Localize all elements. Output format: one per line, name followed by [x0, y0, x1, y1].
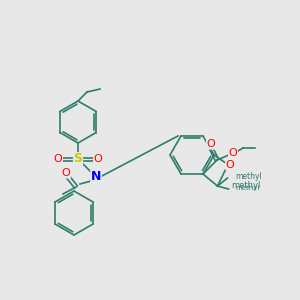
Text: O: O — [94, 154, 102, 164]
Text: O: O — [226, 160, 234, 170]
Text: O: O — [54, 154, 62, 164]
Text: methyl: methyl — [236, 185, 260, 191]
Text: N: N — [91, 170, 101, 184]
Text: S: S — [74, 152, 82, 166]
Text: O: O — [207, 139, 215, 149]
Text: O: O — [229, 148, 237, 158]
Text: O: O — [61, 168, 70, 178]
Text: methyl: methyl — [236, 172, 262, 181]
Text: methyl: methyl — [232, 181, 261, 190]
